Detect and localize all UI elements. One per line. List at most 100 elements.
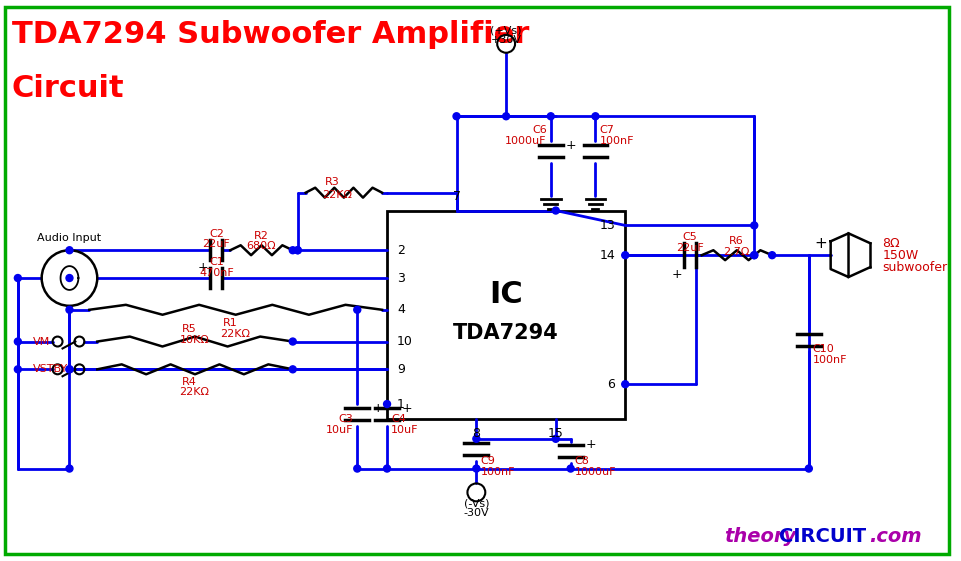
Circle shape (383, 401, 390, 407)
Text: +: + (372, 402, 382, 415)
Circle shape (294, 247, 301, 254)
Circle shape (751, 252, 757, 259)
Text: 1000uF: 1000uF (575, 467, 616, 476)
Circle shape (66, 306, 73, 313)
Text: TDA7294 Subwoofer Amplifier: TDA7294 Subwoofer Amplifier (12, 20, 530, 49)
Circle shape (66, 366, 73, 373)
Text: subwoofer: subwoofer (882, 261, 948, 274)
Circle shape (553, 207, 559, 214)
Text: R4: R4 (183, 377, 197, 387)
Text: 7: 7 (453, 190, 460, 203)
Text: C2: C2 (209, 229, 224, 240)
Text: Audio Input: Audio Input (37, 233, 102, 243)
Text: +30V: +30V (491, 35, 522, 45)
Circle shape (751, 222, 757, 229)
Circle shape (66, 274, 73, 282)
Text: theory: theory (725, 527, 797, 545)
Circle shape (14, 338, 21, 345)
Circle shape (289, 338, 296, 345)
Text: C6: C6 (532, 125, 547, 135)
Text: 1000uF: 1000uF (505, 136, 547, 146)
Text: C1: C1 (209, 257, 224, 267)
Text: +: + (585, 438, 596, 451)
Circle shape (66, 465, 73, 472)
Text: R2: R2 (254, 231, 268, 241)
Circle shape (354, 306, 360, 313)
Text: 14: 14 (600, 249, 615, 261)
Text: IC: IC (489, 280, 523, 309)
Text: 8: 8 (473, 427, 480, 440)
Text: R6: R6 (729, 236, 744, 246)
Text: 15: 15 (548, 427, 564, 440)
Text: (-Vs): (-Vs) (463, 498, 489, 508)
Text: R3: R3 (325, 177, 340, 187)
Circle shape (473, 465, 480, 472)
Circle shape (66, 366, 73, 373)
Text: C3: C3 (338, 414, 354, 424)
Text: 470nF: 470nF (199, 268, 234, 278)
Text: 2.7Ω: 2.7Ω (724, 247, 750, 257)
Circle shape (548, 113, 554, 119)
Text: 150W: 150W (882, 249, 919, 261)
Text: C7: C7 (600, 125, 614, 135)
Text: 100nF: 100nF (600, 136, 634, 146)
Circle shape (567, 465, 574, 472)
Circle shape (383, 465, 390, 472)
Text: .com: .com (870, 527, 922, 545)
Text: 680Ω: 680Ω (246, 241, 276, 251)
Text: 10: 10 (397, 335, 413, 348)
Circle shape (354, 465, 360, 472)
Text: 8Ω: 8Ω (882, 237, 899, 250)
Text: 9: 9 (397, 363, 405, 376)
Text: 4: 4 (397, 304, 405, 316)
Text: +: + (566, 139, 577, 151)
Text: TDA7294: TDA7294 (454, 323, 559, 343)
Circle shape (553, 435, 559, 442)
Text: 10uF: 10uF (326, 425, 354, 435)
Text: (+Vs): (+Vs) (490, 26, 522, 36)
Circle shape (294, 247, 301, 254)
Circle shape (622, 252, 628, 259)
Circle shape (473, 435, 480, 442)
Text: C4: C4 (391, 414, 406, 424)
Text: +: + (671, 268, 681, 281)
Text: +: + (198, 261, 209, 274)
Bar (387, 210, 626, 419)
Text: VSTBY: VSTBY (33, 364, 68, 374)
Text: 22KΩ: 22KΩ (220, 329, 250, 339)
Text: 22KΩ: 22KΩ (180, 387, 209, 397)
Text: +: + (402, 402, 412, 415)
Circle shape (805, 465, 812, 472)
Text: C9: C9 (480, 456, 495, 466)
Circle shape (289, 366, 296, 373)
Text: 100nF: 100nF (813, 355, 848, 365)
Text: C10: C10 (813, 344, 834, 355)
Circle shape (41, 250, 97, 306)
Text: 100nF: 100nF (480, 467, 515, 476)
Text: C5: C5 (682, 232, 697, 242)
Text: 22uF: 22uF (203, 240, 231, 249)
Text: +: + (814, 236, 827, 251)
Circle shape (289, 247, 296, 254)
Text: R5: R5 (183, 324, 197, 334)
Text: 22uF: 22uF (676, 243, 703, 253)
Text: C8: C8 (575, 456, 589, 466)
Circle shape (751, 252, 757, 259)
Text: Circuit: Circuit (12, 73, 125, 103)
Circle shape (622, 381, 628, 388)
Circle shape (14, 274, 21, 282)
Text: VM: VM (33, 337, 50, 347)
Circle shape (769, 252, 776, 259)
Text: CIRCUIT: CIRCUIT (779, 527, 866, 545)
Text: R1: R1 (223, 318, 237, 328)
Text: -30V: -30V (463, 508, 489, 518)
Circle shape (592, 113, 599, 119)
Text: 22KΩ: 22KΩ (323, 190, 353, 200)
Text: 2: 2 (397, 243, 405, 257)
Circle shape (66, 247, 73, 254)
Circle shape (14, 366, 21, 373)
Text: 10KΩ: 10KΩ (180, 334, 209, 344)
Text: 1: 1 (397, 398, 405, 411)
Circle shape (503, 113, 509, 119)
Text: 10uF: 10uF (391, 425, 418, 435)
